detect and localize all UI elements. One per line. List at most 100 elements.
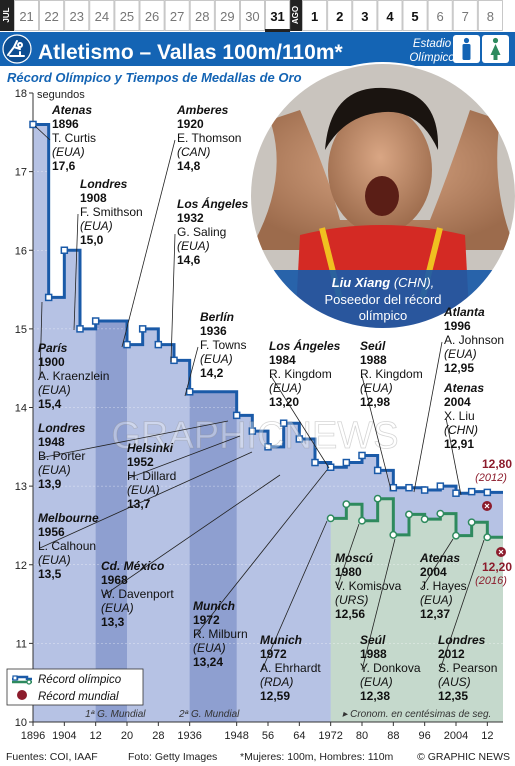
band-label-electronic: ▸ Cronom. en centésimas de seg. bbox=[342, 709, 491, 720]
women-record-point bbox=[452, 531, 460, 540]
olympic-record-point bbox=[91, 317, 100, 325]
world-record-marker bbox=[496, 547, 506, 557]
x-tick-label-1936: 1936 bbox=[177, 730, 201, 742]
olympic-record-point bbox=[138, 325, 147, 333]
calendar-day-cell bbox=[89, 0, 115, 31]
annotation-athlete: Y. Donkova bbox=[360, 661, 421, 675]
world-record-value: 12,20 bbox=[482, 560, 512, 574]
header-background bbox=[0, 32, 515, 66]
olympic-record-point bbox=[60, 246, 69, 254]
venue-line-2: Olímpico bbox=[409, 52, 455, 64]
x-tick-label-1956: 56 bbox=[262, 730, 274, 742]
today-marker bbox=[265, 29, 291, 32]
annotation-athlete: W. Davenport bbox=[101, 587, 174, 601]
band-label-ww1: 1ª G. Mundial bbox=[85, 709, 146, 720]
annotation-year: 1980 bbox=[335, 565, 362, 579]
annotation-city: Londres bbox=[38, 421, 86, 435]
annotation-year: 1984 bbox=[269, 353, 296, 367]
women-record-point bbox=[420, 515, 429, 524]
annotation-city: Atenas bbox=[51, 103, 92, 117]
annotation-country: (EUA) bbox=[127, 483, 160, 497]
annotation-leader-line bbox=[194, 469, 328, 637]
world-record-year: (2016) bbox=[475, 575, 507, 587]
month-tab-jul bbox=[0, 0, 14, 31]
annotation-leader-line bbox=[361, 538, 396, 671]
photo-face bbox=[328, 106, 432, 234]
photo-caption-line-2: Poseedor del récord bbox=[324, 292, 441, 307]
annotation-country: (EUA) bbox=[38, 553, 71, 567]
annotation-country: (EUA) bbox=[269, 381, 302, 395]
y-tick-label-16: 16 bbox=[15, 245, 27, 257]
calendar-day-cell bbox=[265, 0, 291, 31]
calendar-day-27: 27 bbox=[170, 9, 184, 24]
women-record-point bbox=[405, 510, 413, 519]
annotation-country: (AUS) bbox=[438, 675, 471, 689]
annotation-city: Londres bbox=[438, 633, 486, 647]
calendar-day-3: 3 bbox=[361, 9, 368, 24]
x-tick-label-1972: 1972 bbox=[318, 730, 342, 742]
women-record-point bbox=[326, 514, 335, 523]
calendar-day-cell bbox=[214, 0, 240, 31]
annotation-leader-line bbox=[170, 233, 176, 363]
y-tick-label-18: 18 bbox=[15, 88, 27, 100]
women-record-area bbox=[330, 498, 503, 722]
annotation-time: 14,2 bbox=[200, 366, 224, 380]
annotation-year: 1988 bbox=[360, 353, 387, 367]
annotation-time: 15,4 bbox=[38, 397, 62, 411]
annotation-time: 12,91 bbox=[444, 437, 474, 451]
annotation-athlete: X. Liu bbox=[444, 409, 475, 423]
x-tick-label-2004: 2004 bbox=[444, 730, 468, 742]
calendar-day-cell bbox=[402, 0, 428, 31]
annotation-city: Atlanta bbox=[443, 305, 485, 319]
y-tick-label-10: 10 bbox=[15, 717, 27, 729]
olympic-record-point bbox=[420, 486, 429, 494]
annotation-city: Seúl bbox=[360, 339, 386, 353]
olympic-record-point bbox=[44, 293, 53, 302]
annotation-athlete: R. Milburn bbox=[193, 627, 248, 641]
calendar-day-31: 31 bbox=[270, 9, 284, 24]
women-record-point bbox=[389, 530, 398, 539]
x-tick-label-1928: 28 bbox=[152, 730, 164, 742]
athlete-country: (CHN), bbox=[394, 275, 434, 290]
x-tick-label-1948: 1948 bbox=[224, 730, 248, 742]
calendar-day-cell bbox=[452, 0, 478, 31]
month-label-aug: AGO bbox=[291, 6, 300, 24]
annotation-city: Munich bbox=[193, 599, 235, 613]
annotation-year: 1952 bbox=[127, 455, 154, 469]
calendar-day-30: 30 bbox=[245, 9, 259, 24]
olympic-record-point bbox=[311, 458, 319, 467]
olympic-record-point bbox=[123, 340, 131, 349]
calendar-day-23: 23 bbox=[70, 9, 84, 24]
annotation-country: (EUA) bbox=[101, 601, 134, 615]
calendar-day-cell bbox=[477, 0, 503, 31]
calendar-day-cell bbox=[352, 0, 378, 31]
world-record-marker bbox=[482, 501, 492, 511]
olympic-record-point bbox=[232, 411, 241, 420]
annotation-leader-line bbox=[270, 375, 330, 469]
olympic-record-point bbox=[452, 489, 460, 497]
annotation-year: 1936 bbox=[200, 324, 227, 338]
annotation-leader-line bbox=[73, 213, 79, 331]
annotation-leader-line bbox=[184, 346, 199, 397]
annotation-year: 1896 bbox=[52, 117, 79, 131]
x-tick-label-1964: 64 bbox=[293, 730, 305, 742]
annotation-time: 13,24 bbox=[193, 655, 223, 669]
women-record-line bbox=[330, 497, 503, 539]
women-record-point bbox=[358, 516, 366, 525]
annotation-leader-line bbox=[39, 301, 43, 379]
photo-hair bbox=[325, 87, 439, 150]
annotation-city: Berlín bbox=[200, 310, 234, 324]
annotation-city: Seúl bbox=[360, 633, 386, 647]
annotation-city: París bbox=[38, 341, 68, 355]
